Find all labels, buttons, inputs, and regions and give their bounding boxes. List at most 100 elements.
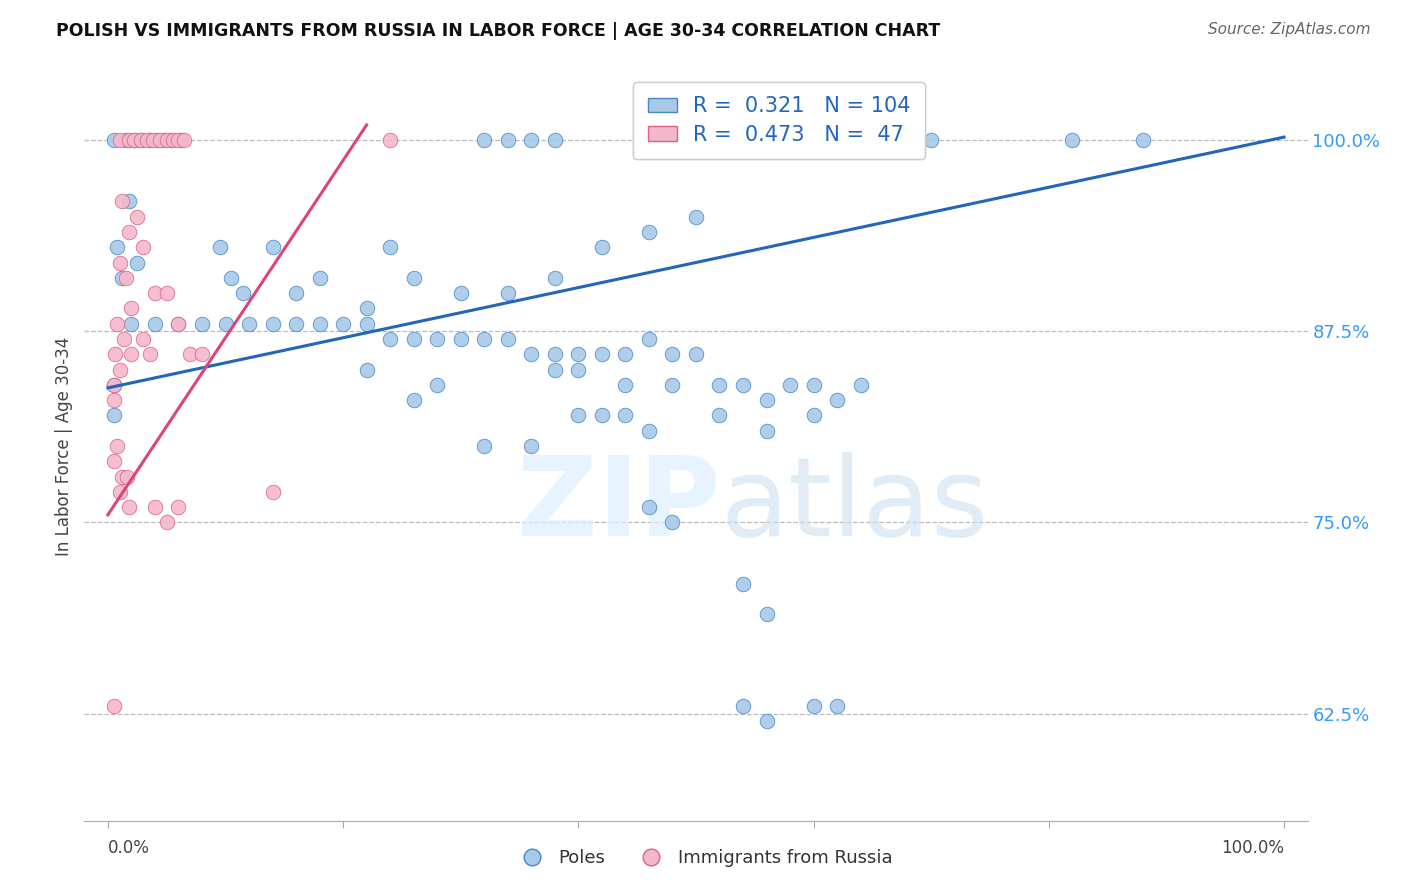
Point [122,133,145,147]
Point [614,377,637,392]
Point [544,270,567,285]
Point [179,347,201,361]
Point [426,332,449,346]
Point [496,286,519,301]
Text: POLISH VS IMMIGRANTS FROM RUSSIA IN LABOR FORCE | AGE 30-34 CORRELATION CHART: POLISH VS IMMIGRANTS FROM RUSSIA IN LABO… [56,22,941,40]
Point [402,332,425,346]
Text: 0.0%: 0.0% [108,839,150,857]
Point [149,133,172,147]
Point [167,133,190,147]
Point [114,133,136,147]
Point [472,332,495,346]
Point [105,317,128,331]
Point [567,347,589,361]
Point [731,576,754,591]
Point [450,332,472,346]
Point [591,240,613,254]
Point [567,362,589,376]
Point [1132,133,1154,147]
Y-axis label: In Labor Force | Age 30-34: In Labor Force | Age 30-34 [55,336,73,556]
Point [167,317,190,331]
Point [105,439,128,453]
Point [143,286,166,301]
Point [544,347,567,361]
Point [755,714,778,729]
Point [262,484,284,499]
Point [685,210,707,224]
Point [221,270,243,285]
Point [115,469,138,483]
Point [731,377,754,392]
Point [127,255,149,269]
Point [496,133,519,147]
Point [103,377,125,392]
Point [356,362,378,376]
Point [103,393,125,408]
Point [160,133,183,147]
Point [709,377,731,392]
Point [380,133,402,147]
Point [308,270,330,285]
Point [118,500,141,515]
Point [803,409,825,423]
Point [285,317,308,331]
Point [1062,133,1084,147]
Point [380,240,402,254]
Point [132,332,155,346]
Point [108,255,131,269]
Point [285,286,308,301]
Point [472,439,495,453]
Point [238,317,260,331]
Point [146,133,169,147]
Point [638,225,661,239]
Point [709,409,731,423]
Point [103,133,125,147]
Point [638,332,661,346]
Point [139,133,162,147]
Point [173,133,195,147]
Point [108,133,131,147]
Point [356,301,378,316]
Point [191,347,214,361]
Point [153,133,176,147]
Point [661,347,683,361]
Point [111,194,134,209]
Point [122,133,145,147]
Point [114,270,136,285]
Point [332,317,354,331]
Point [156,286,179,301]
Point [472,133,495,147]
Point [112,332,135,346]
Point [520,347,543,361]
Point [356,317,378,331]
Point [661,516,683,530]
Point [103,698,125,713]
Point [127,210,149,224]
Point [167,317,190,331]
Text: atlas: atlas [720,452,988,559]
Point [402,393,425,408]
Point [591,409,613,423]
Legend: Poles, Immigrants from Russia: Poles, Immigrants from Russia [506,842,900,874]
Point [661,377,683,392]
Point [214,317,236,331]
Point [262,317,284,331]
Legend: R =  0.321   N = 104, R =  0.473   N =  47: R = 0.321 N = 104, R = 0.473 N = 47 [633,82,925,160]
Point [849,377,872,392]
Point [920,133,942,147]
Point [167,500,190,515]
Point [685,347,707,361]
Point [103,454,125,468]
Point [262,240,284,254]
Point [118,133,141,147]
Point [162,133,184,147]
Text: ZIP: ZIP [517,452,720,559]
Point [638,500,661,515]
Point [142,133,165,147]
Point [825,393,848,408]
Point [803,377,825,392]
Point [591,347,613,361]
Point [104,347,127,361]
Point [450,286,472,301]
Point [614,409,637,423]
